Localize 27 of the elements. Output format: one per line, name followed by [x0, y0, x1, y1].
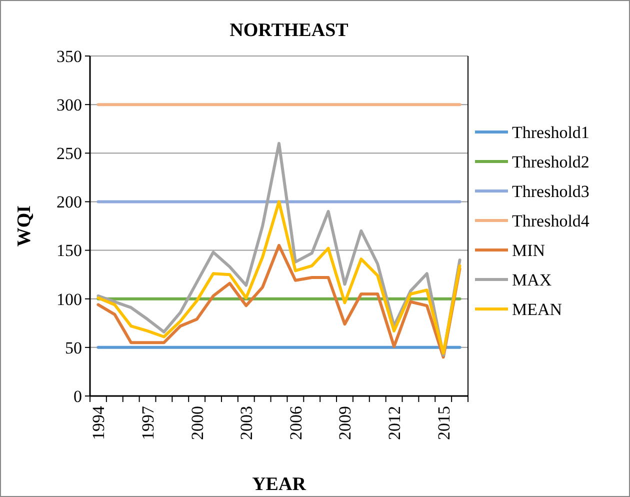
y-tick-label: 50 [65, 338, 82, 358]
x-tick-label: 2006 [286, 406, 306, 440]
legend-label: MEAN [512, 300, 562, 319]
x-tick-label: 2012 [385, 406, 404, 440]
legend-label: MAX [512, 270, 552, 290]
legend-label: Threshold2 [512, 152, 590, 172]
x-tick-label: 2009 [336, 406, 355, 440]
y-tick-label: 200 [56, 192, 82, 212]
x-tick-label: 2000 [188, 406, 207, 440]
y-tick-label: 350 [56, 46, 82, 66]
y-axis-title: WQI [14, 205, 35, 247]
x-tick-label: 2003 [237, 406, 256, 440]
y-tick-label: 0 [74, 386, 82, 406]
legend-label: Threshold4 [512, 211, 590, 230]
x-tick-label: 2015 [434, 406, 454, 440]
y-tick-label: 150 [56, 241, 82, 260]
legend-label: MIN [512, 240, 546, 260]
y-tick-label: 100 [56, 290, 82, 309]
chart-title: NORTHEAST [230, 20, 349, 41]
x-tick-label: 1994 [89, 406, 108, 440]
x-tick-label: 1997 [138, 406, 158, 440]
x-axis-title: YEAR [252, 474, 306, 495]
legend-label: Threshold3 [512, 182, 590, 201]
y-tick-label: 250 [56, 144, 82, 164]
legend-label: Threshold1 [512, 122, 590, 142]
y-tick-label: 300 [56, 96, 82, 115]
line-series [96, 200, 462, 355]
